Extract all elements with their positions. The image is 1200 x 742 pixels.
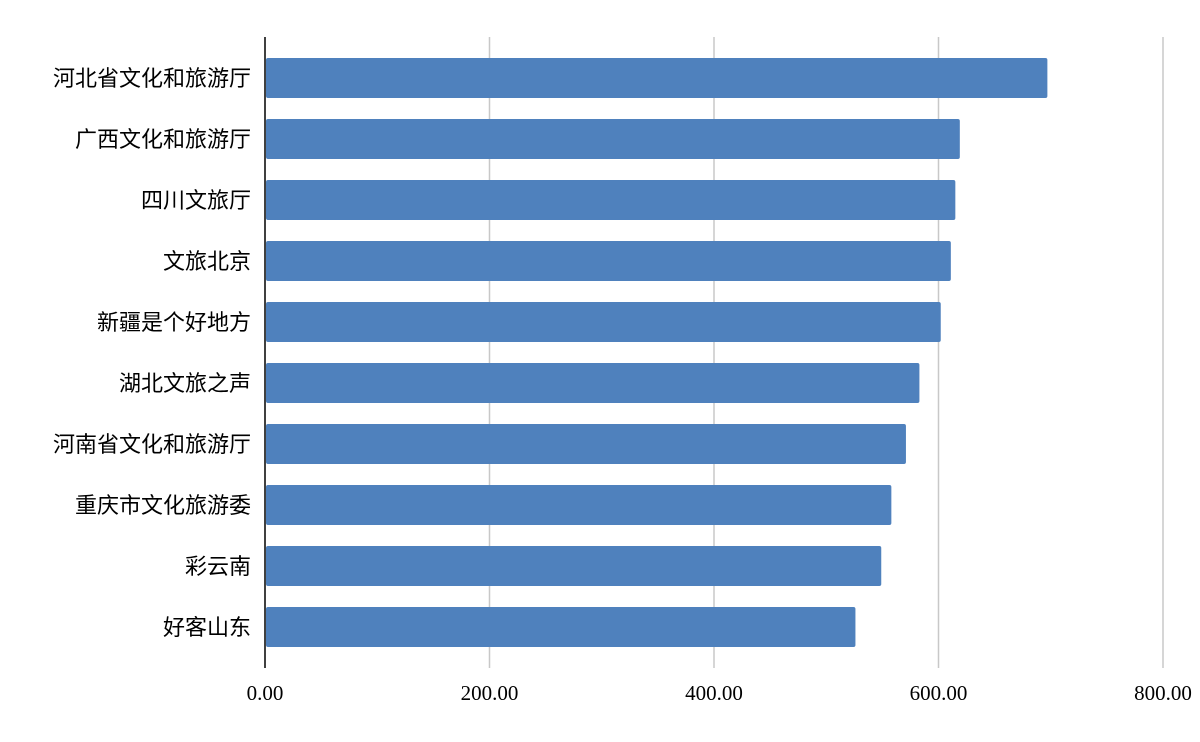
- x-tick-labels: 0.00 200.00 400.00 600.00 800.00: [247, 681, 1192, 705]
- x-tick-label: 200.00: [461, 681, 519, 705]
- x-tick-label: 800.00: [1134, 681, 1192, 705]
- bar: [266, 119, 960, 159]
- bar: [266, 546, 882, 586]
- category-label: 彩云南: [185, 555, 251, 580]
- category-label: 新疆是个好地方: [97, 311, 251, 336]
- bar: [266, 58, 1048, 98]
- bar: [266, 241, 951, 281]
- category-label: 重庆市文化旅游委: [75, 494, 251, 519]
- category-label: 好客山东: [163, 616, 251, 641]
- bar: [266, 180, 956, 220]
- bar: [266, 363, 920, 403]
- category-label: 四川文旅厅: [141, 189, 251, 214]
- category-label: 河北省文化和旅游厅: [53, 67, 251, 92]
- bar: [266, 302, 941, 342]
- category-label: 河南省文化和旅游厅: [53, 433, 251, 458]
- x-tick-label: 400.00: [685, 681, 743, 705]
- bar: [266, 485, 892, 525]
- bars: [266, 58, 1048, 647]
- category-label: 文旅北京: [163, 250, 251, 275]
- category-labels: 河北省文化和旅游厅广西文化和旅游厅四川文旅厅文旅北京新疆是个好地方湖北文旅之声河…: [53, 67, 251, 641]
- category-label: 广西文化和旅游厅: [75, 128, 251, 153]
- x-tick-label: 0.00: [247, 681, 284, 705]
- x-tick-label: 600.00: [910, 681, 968, 705]
- bar: [266, 607, 856, 647]
- bar: [266, 424, 906, 464]
- category-label: 湖北文旅之声: [119, 372, 251, 397]
